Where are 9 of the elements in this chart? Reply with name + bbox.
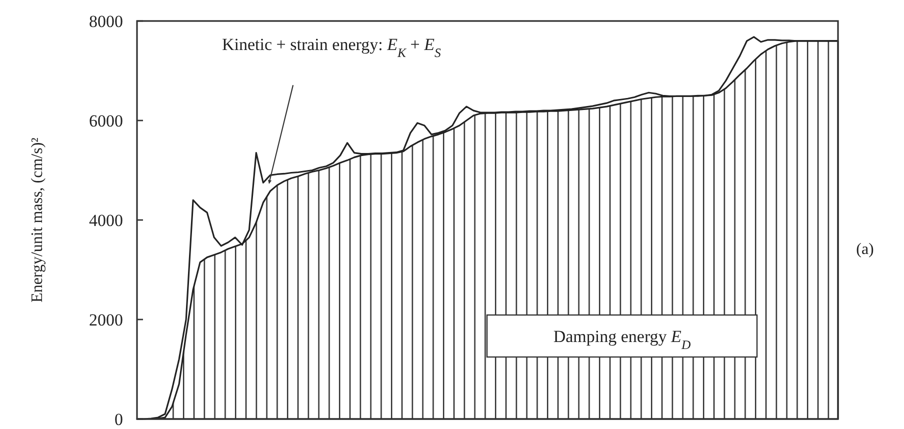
- text: (a): [856, 241, 874, 258]
- y-tick-label: 8000: [89, 12, 123, 31]
- series-label: Damping energy E$_{D}$: [553, 327, 692, 352]
- y-tick-label: 0: [114, 410, 123, 429]
- y-tick-label: 2000: [89, 310, 123, 330]
- y-axis-title: Energy/unit mass, (cm/s)²: [29, 137, 46, 302]
- y-tick-label: 6000: [89, 111, 123, 130]
- annotation: Kinetic + strain energy: E$_{K}$ + E$_{S}$: [222, 35, 442, 60]
- y-tick-label: 4000: [89, 210, 123, 230]
